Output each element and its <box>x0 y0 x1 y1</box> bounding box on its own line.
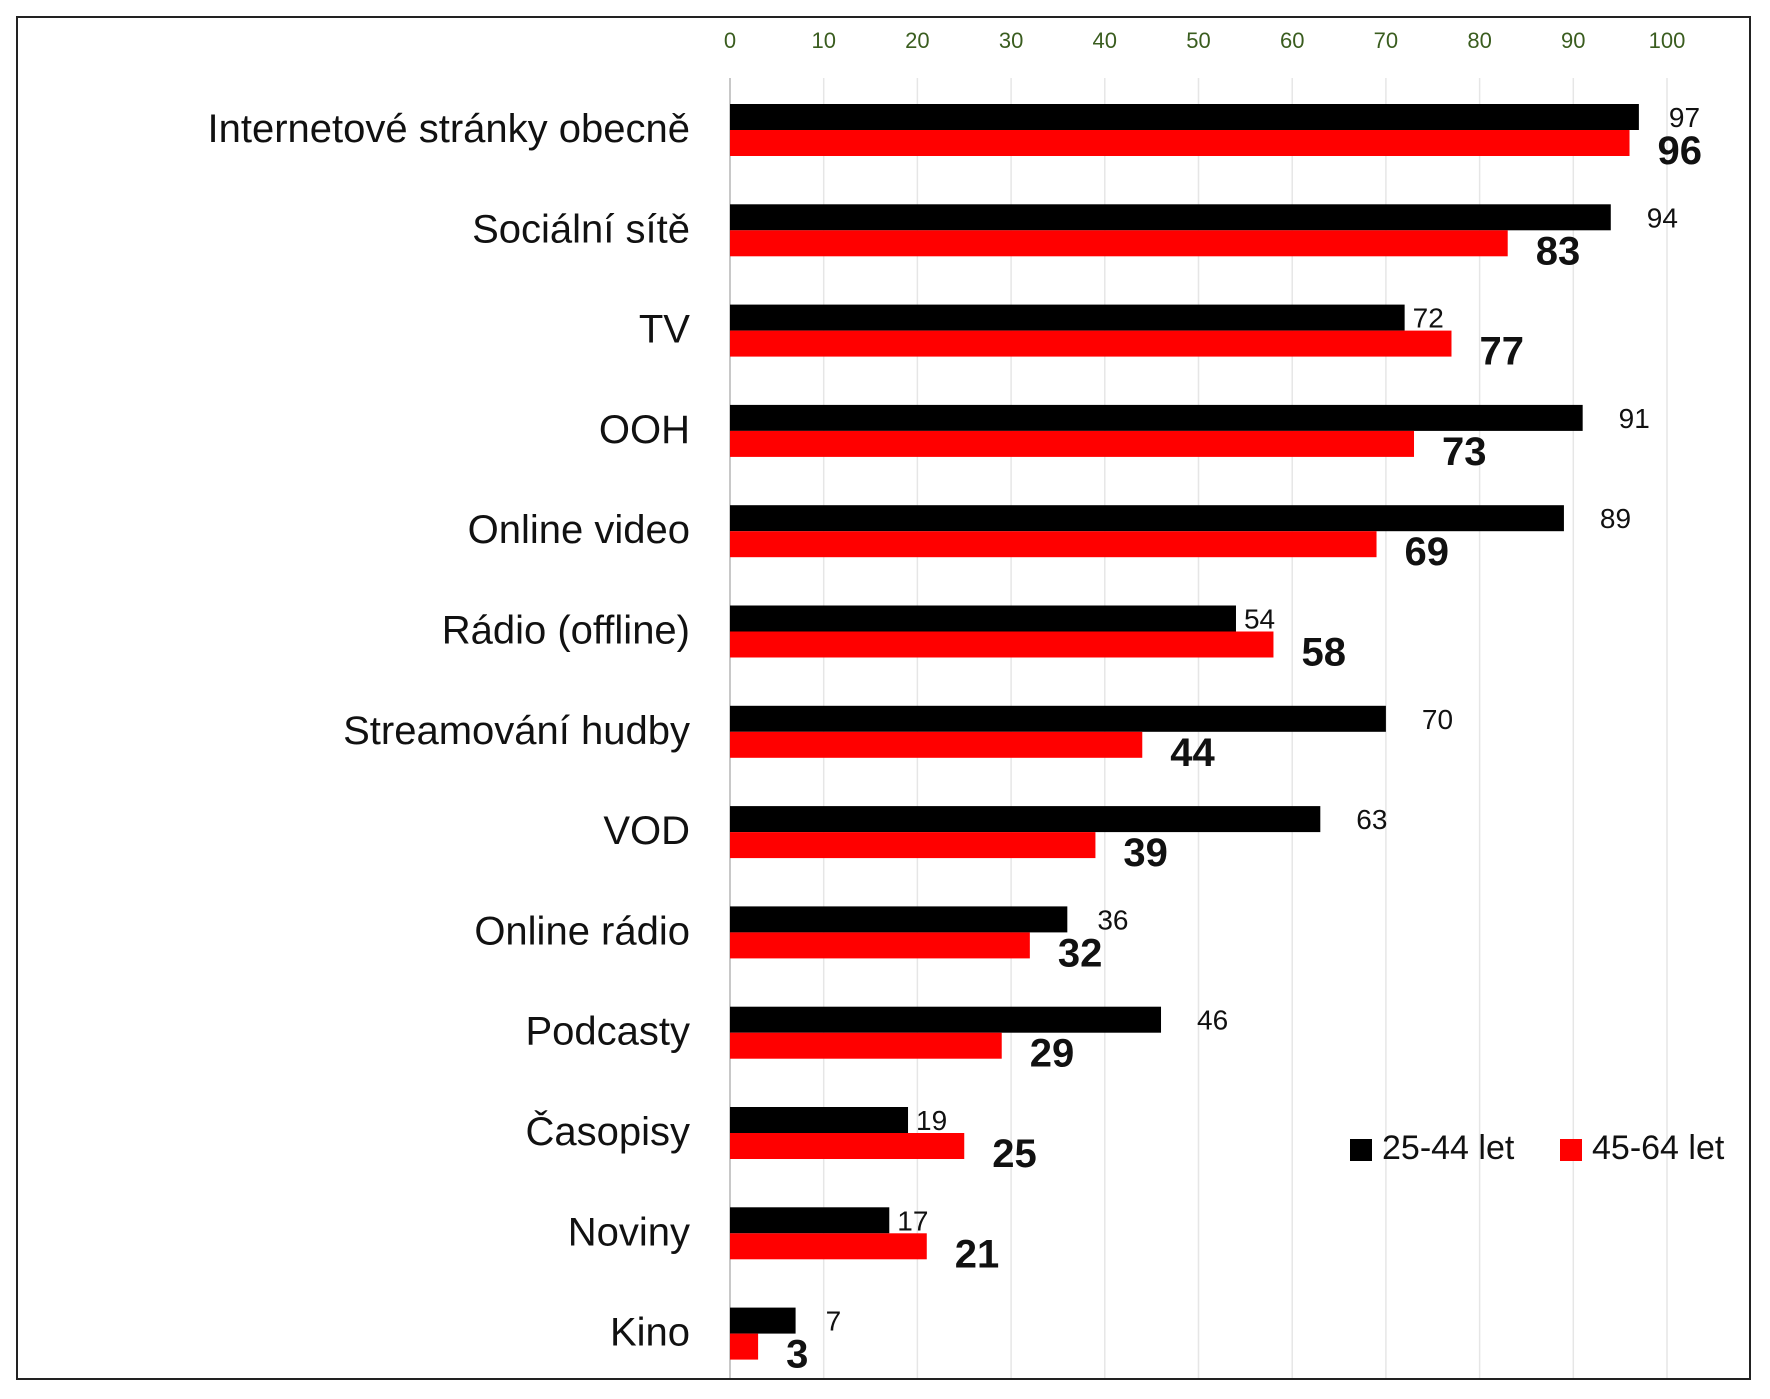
bar-45-64-cat-2 <box>730 330 1452 357</box>
data-label-45-64-cat-7: 39 <box>1123 831 1168 875</box>
data-label-25-44-cat-6: 70 <box>1422 704 1453 735</box>
x-tick-label-10: 10 <box>811 28 835 53</box>
data-label-25-44-cat-11: 17 <box>897 1205 928 1236</box>
data-label-25-44-cat-9: 46 <box>1197 1005 1228 1036</box>
bar-25-44-cat-12 <box>730 1307 796 1334</box>
bar-45-64-cat-12 <box>730 1333 759 1360</box>
legend: 25-44 let 45-64 let <box>1350 1129 1725 1167</box>
bar-45-64-cat-8 <box>730 932 1030 959</box>
data-label-45-64-cat-10: 25 <box>992 1132 1037 1176</box>
x-tick-label-90: 90 <box>1561 28 1585 53</box>
category-label-4: Online video <box>468 508 690 552</box>
category-label-3: OOH <box>599 408 690 452</box>
x-axis-ticks: 0 10 20 30 40 50 60 70 80 90 100 <box>724 28 1685 53</box>
data-label-45-64-cat-5: 58 <box>1301 631 1346 675</box>
data-label-45-64-cat-2: 77 <box>1479 330 1524 374</box>
category-label-7: VOD <box>603 809 690 853</box>
x-tick-label-70: 70 <box>1374 28 1398 53</box>
data-label-25-44-cat-2: 72 <box>1413 303 1444 334</box>
x-tick-label-40: 40 <box>1093 28 1117 53</box>
category-label-12: Kino <box>610 1311 690 1355</box>
bar-25-44-cat-7 <box>730 806 1321 833</box>
category-label-6: Streamování hudby <box>343 709 690 753</box>
bar-45-64-cat-9 <box>730 1032 1002 1059</box>
data-label-45-64-cat-4: 69 <box>1405 530 1450 574</box>
legend-swatch-25-44 <box>1350 1139 1372 1161</box>
bar-25-44-cat-3 <box>730 404 1583 431</box>
data-label-25-44-cat-7: 63 <box>1356 804 1387 835</box>
bar-45-64-cat-4 <box>730 531 1377 558</box>
bar-25-44-cat-2 <box>730 304 1405 331</box>
bar-25-44-cat-10 <box>730 1107 909 1133</box>
bars <box>730 104 1639 1360</box>
bar-25-44-cat-1 <box>730 204 1611 231</box>
category-label-1: Sociální sítě <box>472 207 690 251</box>
x-tick-label-20: 20 <box>905 28 929 53</box>
data-label-25-44-cat-4: 89 <box>1600 503 1631 534</box>
category-label-0: Internetové stránky obecně <box>207 107 690 151</box>
data-label-45-64-cat-0: 96 <box>1658 129 1703 173</box>
data-label-25-44-cat-10: 19 <box>916 1105 947 1136</box>
bar-25-44-cat-11 <box>730 1207 890 1234</box>
bar-25-44-cat-0 <box>730 104 1639 130</box>
category-label-2: TV <box>639 308 690 352</box>
data-label-25-44-cat-3: 91 <box>1619 403 1650 434</box>
bar-45-64-cat-3 <box>730 430 1415 457</box>
x-tick-label-50: 50 <box>1186 28 1210 53</box>
data-label-45-64-cat-6: 44 <box>1170 731 1215 775</box>
data-label-45-64-cat-8: 32 <box>1058 931 1103 975</box>
bar-45-64-cat-7 <box>730 832 1096 859</box>
x-tick-label-80: 80 <box>1467 28 1491 53</box>
data-label-25-44-cat-1: 94 <box>1647 202 1678 233</box>
x-tick-label-0: 0 <box>724 28 736 53</box>
data-label-25-44-cat-8: 36 <box>1097 904 1128 935</box>
category-label-9: Podcasty <box>525 1010 690 1054</box>
legend-label-25-44: 25-44 let <box>1382 1129 1515 1167</box>
legend-label-45-64: 45-64 let <box>1592 1129 1725 1167</box>
data-label-25-44-cat-12: 7 <box>826 1306 842 1337</box>
bar-45-64-cat-0 <box>730 130 1630 156</box>
bar-45-64-cat-1 <box>730 230 1508 257</box>
data-label-45-64-cat-9: 29 <box>1030 1032 1075 1076</box>
data-label-45-64-cat-11: 21 <box>955 1232 1000 1276</box>
bar-45-64-cat-6 <box>730 731 1143 758</box>
x-tick-label-60: 60 <box>1280 28 1304 53</box>
data-label-45-64-cat-12: 3 <box>786 1333 808 1377</box>
bar-25-44-cat-5 <box>730 605 1236 632</box>
category-labels: Internetové stránky obecně Sociální sítě T… <box>207 107 690 1355</box>
category-label-5: Rádio (offline) <box>442 609 690 653</box>
data-label-25-44-cat-0: 97 <box>1669 102 1700 133</box>
x-tick-label-100: 100 <box>1649 28 1686 53</box>
bar-25-44-cat-8 <box>730 906 1068 933</box>
data-label-45-64-cat-1: 83 <box>1536 229 1581 273</box>
category-label-10: Časopisy <box>525 1109 690 1154</box>
data-label-45-64-cat-3: 73 <box>1442 430 1487 474</box>
legend-swatch-45-64 <box>1560 1139 1582 1161</box>
bar-25-44-cat-9 <box>730 1006 1162 1033</box>
bar-25-44-cat-6 <box>730 705 1386 732</box>
bar-45-64-cat-5 <box>730 631 1274 658</box>
bar-45-64-cat-10 <box>730 1133 965 1159</box>
category-label-8: Online rádio <box>474 909 690 953</box>
category-label-11: Noviny <box>568 1210 690 1254</box>
bar-45-64-cat-11 <box>730 1233 927 1260</box>
bar-25-44-cat-4 <box>730 505 1564 532</box>
data-label-25-44-cat-5: 54 <box>1244 604 1275 635</box>
x-tick-label-30: 30 <box>999 28 1023 53</box>
gridlines <box>729 78 1668 1378</box>
